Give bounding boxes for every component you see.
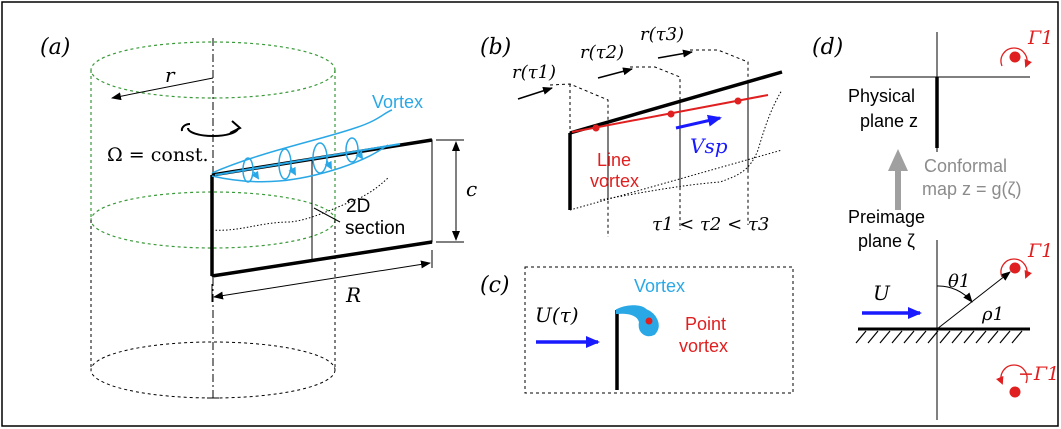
omega-label: Ω = const.	[107, 144, 209, 166]
theta1-label: θ1	[948, 271, 970, 292]
physical-label-2: plane z	[860, 111, 918, 131]
plane-3-dashed	[690, 49, 749, 225]
rho-arrow	[936, 271, 1011, 330]
r-tau2-arrow	[597, 67, 633, 79]
image-vortex-dot	[1009, 386, 1021, 398]
chord-label: c	[466, 177, 477, 201]
physical-label-1: Physical	[848, 86, 915, 106]
vortex-blob-c	[616, 305, 659, 337]
vortex-ring-1	[242, 157, 254, 183]
theta-arc	[936, 285, 973, 303]
blade-b-leading-edge	[569, 70, 783, 135]
vortex-ring-4	[345, 137, 359, 163]
line-vortex-label-1: Line	[597, 150, 631, 170]
r-tau1-label: r(τ1)	[512, 62, 556, 83]
line-vortex-point-3	[734, 97, 742, 105]
image-neg-gamma1: −Γ1	[1018, 363, 1059, 385]
span-dimension-arrow	[213, 260, 431, 300]
vsp-label: Vsp	[690, 134, 728, 158]
preimage-label-2: plane ζ	[858, 231, 915, 251]
vortex-upper-curve	[211, 109, 393, 174]
tau-order-label: τ1 < τ2 < τ3	[652, 214, 769, 235]
point-vortex-label-1: Point	[685, 314, 726, 334]
panel-c-box	[524, 266, 794, 394]
pre-wall-hatching	[855, 330, 1023, 344]
image-vortex-arrow	[996, 364, 1028, 385]
section-leader	[313, 207, 341, 223]
r-tau1-arrow	[517, 86, 553, 100]
phys-vortex-arrow	[1000, 47, 1032, 68]
rotation-arrowhead	[229, 120, 242, 134]
conformal-label-1: Conformal	[924, 156, 1007, 176]
panel-b: (b) Line vortex Vsp r(τ1) r(τ2) r(τ3) τ1…	[480, 24, 783, 237]
pre-vortex-arrow	[1000, 258, 1032, 279]
conformal-label-2: map z = g(ζ)	[922, 179, 1021, 199]
panel-a-label: (a)	[40, 35, 70, 60]
vsp-arrow	[675, 114, 722, 130]
vortex-ring-3	[312, 142, 328, 174]
rotation-tail	[180, 122, 191, 132]
span-label: R	[345, 283, 361, 307]
panel-a: (a) r Ω = const.	[40, 35, 477, 400]
preimage-label-1: Preimage	[848, 207, 925, 227]
pre-gamma1: Γ1	[1027, 240, 1053, 262]
panel-d-label: (d)	[812, 35, 843, 60]
radius-arrow	[111, 77, 214, 101]
line-vortex-point-1	[592, 124, 600, 132]
panel-d: (d) Γ1 Physical plane z Conformal map z …	[812, 27, 1059, 420]
section-label-line1: 2D	[346, 196, 370, 217]
vortex-ring-arrow-2	[288, 166, 296, 176]
r-tau3-arrow	[657, 49, 693, 59]
panel-c-label: (c)	[480, 273, 510, 298]
phys-vortex-dot	[1009, 51, 1021, 63]
vortex-label-c: Vortex	[634, 276, 685, 296]
r-tau3-label: r(τ3)	[640, 24, 684, 45]
point-vortex-label-2: vortex	[679, 336, 728, 356]
vortex-ring-arrow-3	[324, 160, 332, 170]
vortex-ring-arrow-1	[251, 170, 260, 180]
panel-c: (c) U(τ) Vortex Point vortex	[480, 266, 794, 394]
line-vortex-label-2: vortex	[590, 171, 639, 191]
radius-label: r	[165, 63, 176, 87]
line-vortex-point-2	[667, 110, 675, 118]
blade-b-separation-dotted	[599, 89, 783, 201]
phys-gamma1: Γ1	[1027, 27, 1053, 49]
rho1-label: ρ1	[981, 304, 1004, 325]
pre-vortex-dot	[1009, 262, 1021, 274]
panel-b-label: (b)	[480, 35, 511, 60]
plane-2-dashed	[630, 66, 681, 230]
u-tau-label: U(τ)	[535, 303, 579, 327]
cylinder-bottom-ellipse	[90, 341, 336, 399]
vortex-ring-arrow-4	[355, 150, 364, 160]
point-vortex-c	[645, 317, 653, 325]
vortex-ring-2	[278, 148, 292, 180]
vortex-core	[214, 143, 401, 176]
section-label-line2: section	[345, 218, 405, 239]
r-tau2-label: r(τ2)	[580, 42, 624, 63]
pre-u-label: U	[873, 281, 891, 305]
vortex-label-a: Vortex	[372, 92, 423, 112]
